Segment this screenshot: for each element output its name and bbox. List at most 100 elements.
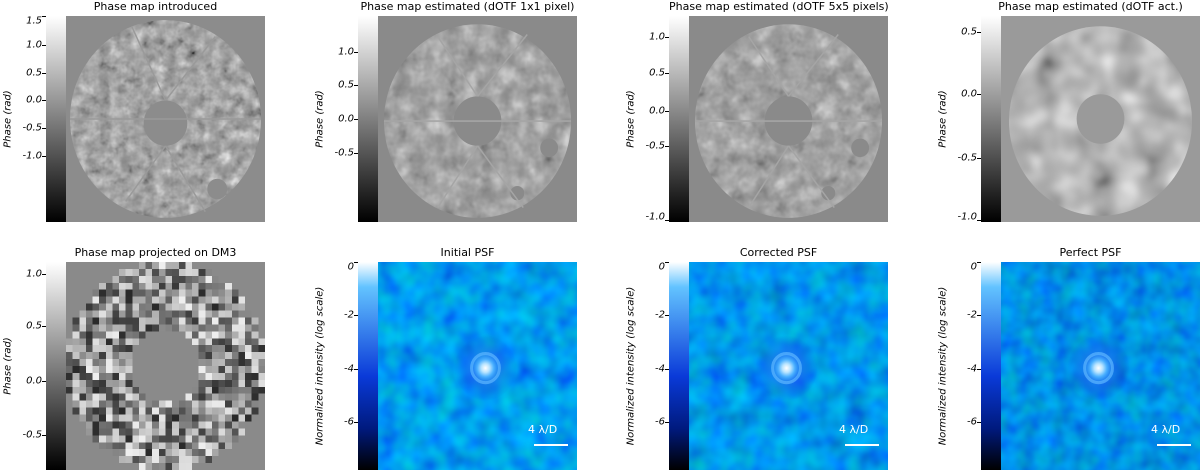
dm3-pixel <box>105 379 113 387</box>
dm3-pixel <box>72 268 80 277</box>
dm3-pixel <box>112 282 120 290</box>
dm3-pixel <box>92 379 100 387</box>
colorbar-tick-mark <box>977 94 981 96</box>
scale-bar <box>1157 444 1191 446</box>
dm3-pixel <box>258 324 265 332</box>
dm3-pixel <box>258 428 265 436</box>
dm3-pixel <box>225 386 232 394</box>
dm3-pixel <box>211 359 219 367</box>
dm3-pixel <box>72 442 80 450</box>
dm3-pixel <box>185 310 193 318</box>
dm3-pixel <box>72 338 80 346</box>
dm3-pixel <box>165 456 173 464</box>
dm3-pixel <box>211 268 219 277</box>
dm3-pixel <box>138 428 146 436</box>
dm3-pixel <box>138 442 146 450</box>
dm3-pixel <box>112 275 120 283</box>
dm3-pixel <box>145 289 153 297</box>
dm3-pixel <box>231 282 239 290</box>
dm3-pixel <box>152 324 159 332</box>
dm3-pixel <box>192 366 199 374</box>
dm3-pixel <box>245 338 252 346</box>
dm3-pixel <box>258 359 265 367</box>
dm3-pixel <box>225 379 232 387</box>
dm3-pixel <box>105 310 113 318</box>
dm3-pixel <box>72 449 80 457</box>
dm3-pixel <box>198 435 206 443</box>
dm3-pixel <box>112 379 120 387</box>
dm3-pixel <box>218 407 226 415</box>
dm3-pixel <box>251 449 259 457</box>
colorbar-tick-mark <box>354 262 358 263</box>
dm3-pixel <box>211 289 219 297</box>
dm3-pixel <box>238 372 246 381</box>
dm3-pixel <box>211 456 219 464</box>
dm3-pixel <box>251 331 259 339</box>
dm3-pixel <box>132 324 140 332</box>
dm3-pixel <box>112 449 120 457</box>
dm3-pixel <box>105 275 113 283</box>
dm3-pixel <box>251 456 259 464</box>
dm3-pixel <box>145 268 153 277</box>
dm3-pixel <box>198 310 206 318</box>
colorbar-tick-label: 0.0 <box>649 105 665 117</box>
dm3-pixel <box>132 393 140 401</box>
dm3-pixel <box>192 435 199 443</box>
dm3-pixel <box>218 435 226 443</box>
dm3-pixel <box>125 296 133 304</box>
dm3-pixel <box>145 435 153 443</box>
dm3-pixel <box>238 310 246 318</box>
colorbar-tick-mark <box>665 145 669 147</box>
dm3-pixel <box>192 352 199 360</box>
dm3-pixel <box>152 449 159 457</box>
dm3-pixel <box>258 407 265 415</box>
dm3-pixel <box>132 289 140 297</box>
colorbar-tick-label: -1.0 <box>957 211 977 223</box>
dm3-pixel <box>185 268 193 277</box>
dm3-pixel <box>132 338 140 346</box>
dm3-pixel <box>138 331 146 339</box>
dm3-pixel <box>172 379 179 387</box>
dm3-pixel <box>218 442 226 450</box>
dm3-pixel <box>138 345 146 353</box>
dm3-pixel <box>66 386 73 394</box>
dm3-pixel <box>218 324 226 332</box>
dm3-pixel <box>245 324 252 332</box>
dm3-pixel <box>92 345 100 353</box>
colorbar-tick-mark <box>665 262 669 263</box>
colorbar-tick-label: -4 <box>967 363 977 375</box>
dm3-pixel <box>85 456 93 464</box>
scale-bar-label: 4 λ/D <box>839 423 869 436</box>
dm3-pixel <box>66 456 73 464</box>
dm3-pixel <box>72 379 80 387</box>
dm3-pixel <box>125 442 133 450</box>
dm3-pixel <box>125 317 133 325</box>
dm3-pixel <box>119 449 126 457</box>
dm3-pixel <box>178 414 186 422</box>
dm3-pixel <box>112 310 120 318</box>
dm3-pixel <box>145 414 153 422</box>
dm3-pixel <box>92 435 100 443</box>
dm3-pixel <box>165 421 173 429</box>
dm3-pixel <box>251 268 259 277</box>
dm3-pixel <box>258 414 265 422</box>
colorbar-tick-mark <box>354 52 358 54</box>
dm3-pixel <box>251 338 259 346</box>
colorbar-tick-label: 0.0 <box>338 113 354 125</box>
dm3-pixel <box>218 303 226 311</box>
dm3-pixel <box>145 331 153 339</box>
dm3-pixel <box>138 400 146 408</box>
dm3-pixel <box>132 407 140 415</box>
dm3-pixel <box>152 366 159 374</box>
dm3-pixel <box>178 366 186 374</box>
dm3-pixel <box>112 442 120 450</box>
dm3-pixel <box>218 456 226 464</box>
dm3-pixel <box>245 449 252 457</box>
dm3-pixel <box>99 386 106 394</box>
dm3-pixel <box>72 289 80 297</box>
dm3-pixel <box>178 407 186 415</box>
dm3-pixel <box>119 379 126 387</box>
dm3-pixel <box>119 442 126 450</box>
dm3-pixel <box>192 400 199 408</box>
dm3-pixel <box>99 275 106 283</box>
